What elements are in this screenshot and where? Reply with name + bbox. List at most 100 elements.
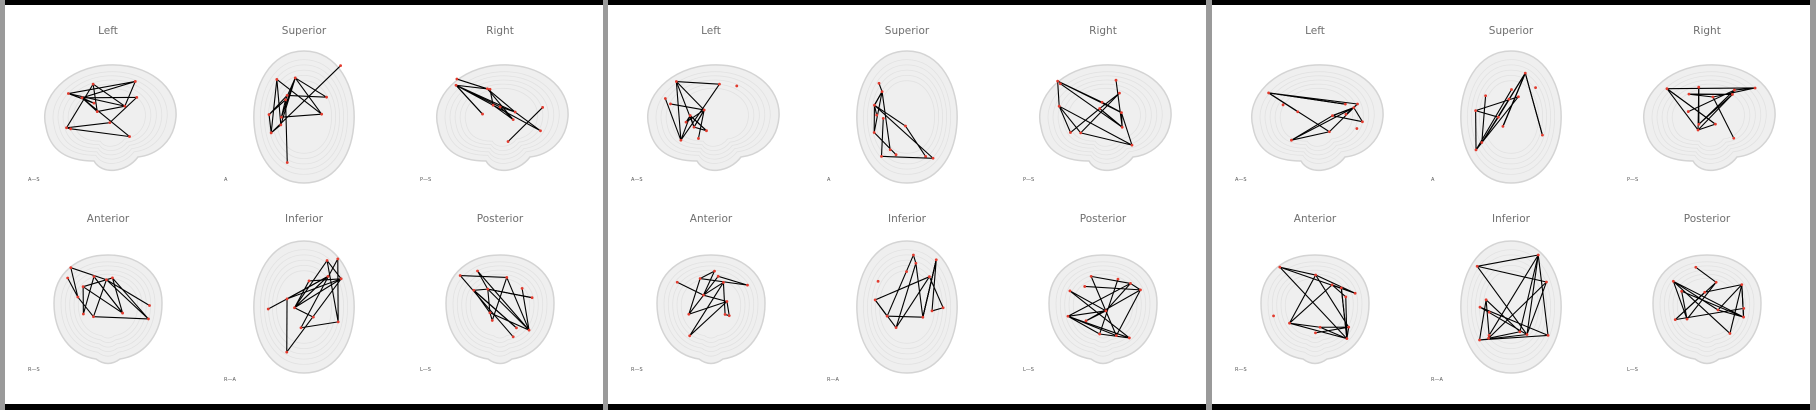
brain-contour	[1279, 87, 1353, 147]
region-node	[486, 287, 490, 291]
brain-right	[1038, 64, 1172, 171]
region-node	[1742, 306, 1746, 310]
connection-edge	[689, 301, 728, 337]
region-node	[1732, 136, 1736, 140]
orientation-axis-inferior: R—A	[1431, 377, 1443, 383]
region-node	[1740, 283, 1744, 287]
region-node	[1496, 115, 1500, 119]
region-node	[692, 125, 696, 129]
orientation-axis-left: A—S	[28, 177, 40, 183]
connection-edge	[1477, 254, 1539, 267]
connection-edge	[874, 299, 897, 329]
connection-edge	[93, 276, 124, 314]
connection-edge	[106, 279, 149, 320]
connection-edge	[97, 105, 125, 113]
brain-contour	[871, 69, 943, 165]
region-node	[894, 153, 898, 157]
connection-edge	[268, 95, 288, 115]
connection-edge	[1485, 299, 1521, 333]
connection-edge	[92, 83, 126, 107]
connection-edge	[1488, 254, 1539, 336]
region-node	[1118, 91, 1121, 95]
connection-edge	[309, 278, 342, 282]
region-node	[934, 258, 938, 262]
connection-edge	[68, 80, 136, 95]
view-title-posterior: Posterior	[1079, 213, 1127, 225]
view-title-left: Left	[1305, 25, 1325, 37]
region-node	[1484, 94, 1487, 98]
connection-edge	[1479, 299, 1487, 341]
brain-contour	[1274, 83, 1359, 151]
brain-contour	[461, 269, 539, 348]
region-node	[928, 275, 931, 279]
connection-edge	[1345, 296, 1348, 339]
region-node	[1296, 110, 1300, 114]
brain-contour	[1467, 249, 1555, 365]
connection-edge	[928, 276, 944, 308]
view-title-inferior: Inferior	[888, 213, 926, 225]
region-node	[123, 104, 127, 108]
region-node	[674, 80, 678, 83]
connection-edge	[1681, 291, 1688, 320]
region-node	[1480, 141, 1484, 144]
brain-contour	[459, 83, 544, 151]
orientation-axis-right: P—S	[1627, 177, 1639, 183]
brain-superior	[253, 50, 355, 184]
region-node	[1510, 88, 1513, 91]
connection-edge	[1666, 88, 1716, 125]
connection-edge	[300, 321, 339, 329]
connection-edge	[689, 115, 707, 132]
region-node	[1344, 295, 1348, 299]
connection-edge	[1475, 89, 1512, 151]
connection-edge	[1519, 254, 1539, 332]
connection-edge	[286, 275, 329, 300]
brain-outline	[253, 240, 355, 374]
region-node	[128, 135, 131, 138]
brain-contour	[452, 261, 548, 357]
region-node	[1339, 286, 1343, 290]
brain-posterior	[1652, 254, 1762, 365]
brain-contour	[1672, 273, 1742, 343]
region-node	[1697, 122, 1701, 126]
connection-edge	[487, 289, 491, 313]
brain-contour	[454, 79, 549, 156]
region-node	[339, 277, 343, 281]
brain-contour	[1047, 71, 1163, 164]
brain-contour	[1659, 261, 1755, 357]
region-node	[1056, 79, 1060, 83]
region-node	[513, 110, 517, 114]
brain-contour	[1271, 265, 1359, 353]
region-node	[505, 276, 509, 279]
region-node	[1733, 88, 1736, 92]
connection-edge	[874, 276, 930, 301]
region-node	[267, 113, 271, 116]
connection-edge	[294, 77, 327, 98]
brain-contour	[1676, 277, 1738, 339]
view-title-inferior: Inferior	[285, 213, 323, 225]
region-node	[894, 326, 898, 330]
region-node	[1703, 290, 1707, 294]
region-node	[1545, 280, 1548, 284]
connection-edge	[873, 132, 897, 156]
region-node	[95, 110, 99, 113]
region-node	[108, 121, 112, 125]
connection-edge	[874, 104, 934, 159]
brain-left	[43, 64, 177, 171]
view-title-left: Left	[98, 25, 118, 37]
connection-edge	[506, 277, 530, 331]
connection-edge	[1084, 285, 1141, 291]
connection-edge	[112, 277, 149, 320]
brain-outline	[253, 50, 355, 184]
region-node	[1686, 110, 1690, 113]
orientation-axis-left: A—S	[631, 177, 643, 183]
region-node	[92, 315, 95, 319]
connection-edge	[66, 83, 94, 129]
connection-edge	[294, 278, 342, 309]
region-node	[1685, 317, 1689, 321]
connection-edge	[1673, 280, 1744, 318]
brain-contour	[268, 69, 340, 165]
connection-edge	[521, 288, 530, 331]
view-title-anterior: Anterior	[1293, 213, 1337, 225]
region-node	[81, 285, 85, 289]
region-node	[924, 154, 928, 158]
